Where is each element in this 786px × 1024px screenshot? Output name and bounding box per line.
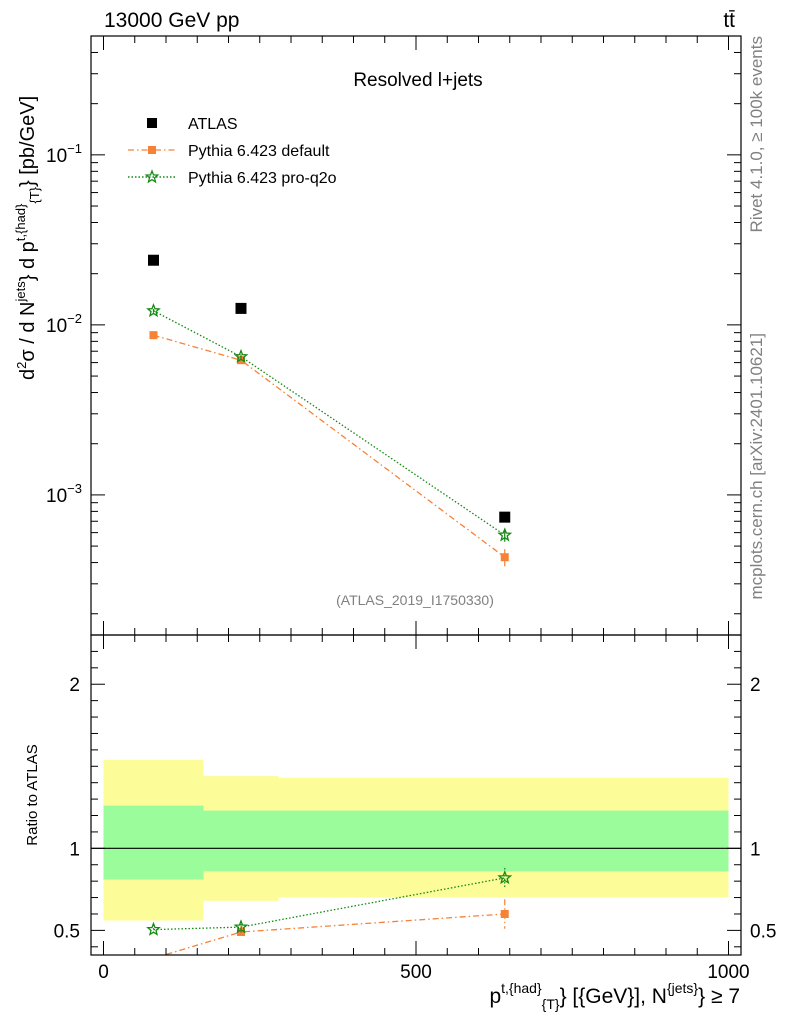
main-y-tick-base: 10 [46,486,67,507]
legend: ATLAS Pythia 6.423 default Pythia 6.423 … [128,116,337,187]
ratio-point [500,909,509,918]
x-axis-label: pt,{had}{T}} [{GeV}], N{jets}} ≥ 7 [489,980,740,1012]
legend-label-pythia-proq2o: Pythia 6.423 pro-q2o [188,170,337,187]
ratio-y-tick-label-right: 0.5 [750,921,776,942]
main-y-tick-label: 10−1 [46,141,82,167]
x-tick-label: 0 [98,962,109,983]
ratio-point [233,919,249,934]
ratio-band-green [203,810,279,872]
ratio-series-line-1 [153,877,505,931]
ratio-y-axis-label: Ratio to ATLAS [24,744,41,845]
main-point [146,302,161,318]
legend-marker-pythia-default [148,146,156,154]
main-series-line-2 [153,310,506,536]
analysis-tag: (ATLAS_2019_I1750330) [336,592,494,608]
ratio-band-green [278,810,729,872]
main-panel: 10−110−210−3 Resolved l+jets (ATLAS_2019… [13,35,742,636]
main-y-tick-label: 10−3 [46,481,82,507]
ratio-band-green [103,805,204,880]
main-series-line-1 [153,334,506,558]
main-point [499,511,511,523]
ratio-y-tick-label-left: 2 [69,675,80,696]
process-label: tt̄ [723,9,735,32]
legend-marker-atlas [147,118,157,128]
ratio-series-line-0 [162,913,505,955]
main-point [148,254,159,266]
ratio-y-tick-label-left: 1 [69,839,80,860]
main-y-tick-exp: −3 [67,481,82,496]
energy-label: 13000 GeV pp [104,9,239,32]
main-y-axis-label: d2σ / d Njets} d pt,{had}{T}} [pb/GeV] [13,96,42,380]
legend-item-pythia-default: Pythia 6.423 default [128,143,330,160]
ratio-y-tick-label-right: 1 [750,839,761,860]
main-y-tick-base: 10 [46,316,67,337]
main-y-tick-base: 10 [46,146,67,167]
main-point [233,348,249,363]
ratio-panel: 0.5 0.5 1 1 2 2 0 500 1000 Ratio to ATLAS [24,634,776,983]
main-point [149,331,158,340]
rivet-label: Rivet 4.1.0, ≥ 100k events [747,36,766,232]
ratio-y-tick-label-left: 0.5 [54,921,80,942]
main-point [500,553,509,562]
ratio-point [146,921,161,936]
main-y-tick-exp: −2 [67,311,82,326]
legend-item-atlas: ATLAS [147,116,238,133]
legend-label-pythia-default: Pythia 6.423 default [188,143,330,160]
ratio-point [497,870,513,885]
main-point [235,302,247,314]
plot-title: Resolved l+jets [353,70,482,91]
x-tick-label: 500 [400,962,432,983]
main-y-tick-label: 10−2 [46,311,82,337]
mcplots-label: mcplots.cern.ch [arXiv:2401.10621] [747,333,766,599]
main-point [497,527,513,542]
ratio-series-group [146,868,513,955]
main-point [237,356,245,365]
legend-item-pythia-proq2o: Pythia 6.423 pro-q2o [128,169,337,187]
legend-marker-pythia-proq2o [144,169,160,184]
main-y-tick-exp: −1 [67,141,82,156]
legend-label-atlas: ATLAS [188,116,238,133]
ratio-y-tick-label-right: 2 [750,675,761,696]
x-tick-label: 1000 [707,962,749,983]
